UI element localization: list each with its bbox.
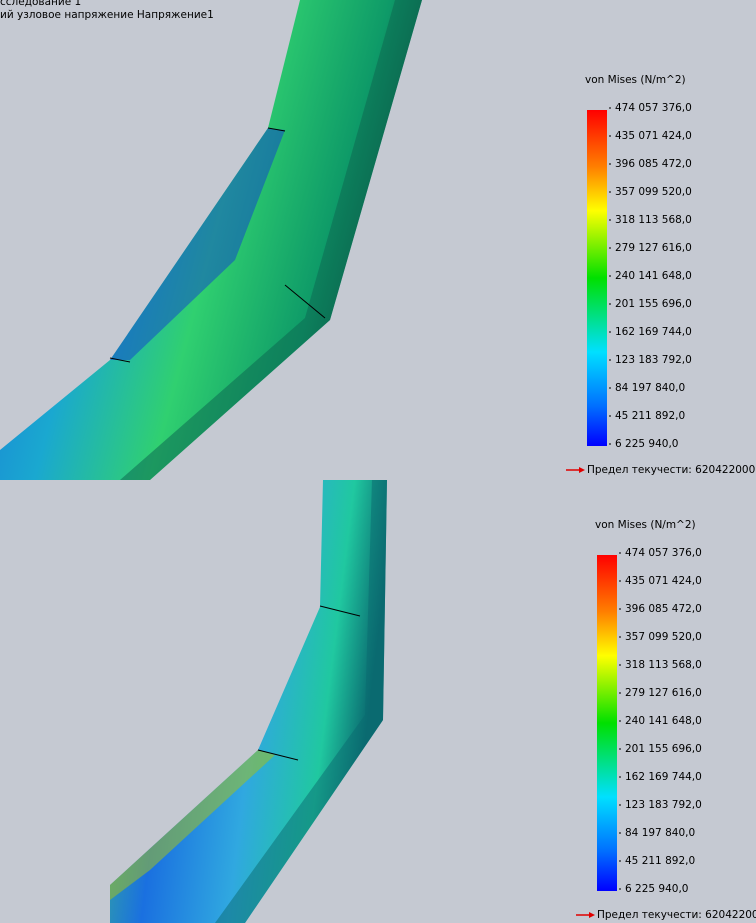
weld-line — [257, 749, 299, 761]
color-scale — [597, 555, 617, 891]
scale-label: 474 057 376,0 — [615, 102, 692, 114]
scale-label: 318 113 568,0 — [625, 659, 702, 671]
legend-title: von Mises (N/m^2) — [595, 519, 696, 531]
legends: von Mises (N/m^2) 474 057 376,0 435 071 42… — [566, 74, 756, 921]
color-scale — [587, 110, 607, 446]
scale-label: 6 225 940,0 — [625, 883, 688, 895]
scale-label: 123 183 792,0 — [615, 354, 692, 366]
pipe-shade — [120, 0, 422, 480]
yield-label: Предел текучести: 620422000.0 — [597, 909, 756, 921]
pipe-shade — [215, 480, 387, 923]
scale-label: 240 141 648,0 — [625, 715, 702, 727]
scale-label: 357 099 520,0 — [625, 631, 702, 643]
scale-label: 396 085 472,0 — [615, 158, 692, 170]
yield-label: Предел текучести: 620422000.0 — [587, 464, 756, 476]
pipe-weld — [110, 128, 285, 360]
weld-line — [319, 605, 361, 617]
scale-label: 84 197 840,0 — [615, 382, 685, 394]
scale-label: 162 169 744,0 — [615, 326, 692, 338]
scale-label: 201 155 696,0 — [615, 298, 692, 310]
scale-label: 45 211 892,0 — [615, 410, 685, 422]
plot-title: ий узловое напряжение Напряжение1 — [0, 9, 214, 21]
scale-label: 435 071 424,0 — [625, 575, 702, 587]
scale-label: 6 225 940,0 — [615, 438, 678, 450]
scale-label: 318 113 568,0 — [615, 214, 692, 226]
scale-label: 279 127 616,0 — [625, 687, 702, 699]
scale-label: 279 127 616,0 — [615, 242, 692, 254]
weld-line — [284, 284, 326, 319]
scale-label: 123 183 792,0 — [625, 799, 702, 811]
legend-title: von Mises (N/m^2) — [585, 74, 686, 86]
scale-label: 162 169 744,0 — [625, 771, 702, 783]
scale-label: 357 099 520,0 — [615, 186, 692, 198]
scale-label: 435 071 424,0 — [615, 130, 692, 142]
study-title: сследование 1 — [0, 0, 81, 8]
weld-line — [109, 357, 131, 363]
scale-label: 84 197 840,0 — [625, 827, 695, 839]
scale-label: 240 141 648,0 — [615, 270, 692, 282]
scale-label: 396 085 472,0 — [625, 603, 702, 615]
scale-label: 45 211 892,0 — [625, 855, 695, 867]
scale-label: 201 155 696,0 — [625, 743, 702, 755]
yield-arrow-head — [579, 467, 585, 473]
pipe-hotspot — [110, 750, 275, 900]
yield-arrow-head — [589, 912, 595, 918]
scale-label: 474 057 376,0 — [625, 547, 702, 559]
weld-line — [267, 127, 286, 132]
